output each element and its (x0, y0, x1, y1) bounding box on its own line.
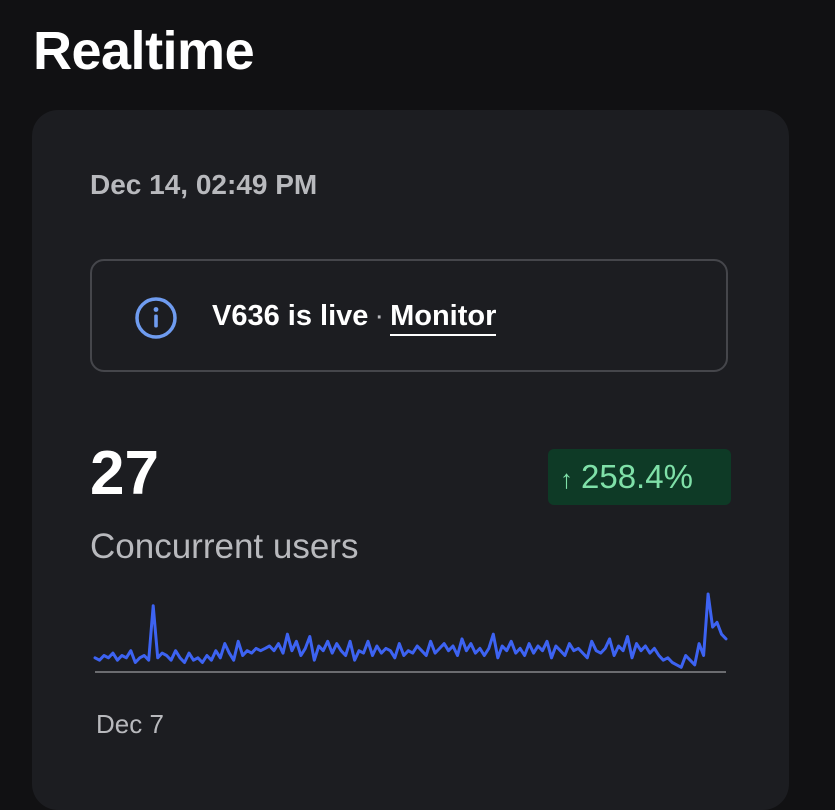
banner-separator: · (374, 300, 385, 332)
arrow-up-icon: ↑ (560, 464, 573, 494)
metric-label: Concurrent users (90, 527, 359, 566)
sparkline-series-line (93, 592, 728, 669)
banner-text: V636 is live (212, 300, 369, 332)
change-percent: 258.4% (581, 458, 693, 495)
info-icon (135, 297, 177, 339)
change-badge: ↑ 258.4% (548, 449, 731, 505)
realtime-card: Dec 14, 02:49 PM V636 is live · Monitor 27… (32, 110, 789, 810)
sparkline-chart (93, 592, 728, 673)
live-release-banner: V636 is live · Monitor (90, 259, 728, 372)
monitor-link[interactable]: Monitor (390, 300, 497, 336)
banner-message: V636 is live · Monitor (212, 297, 497, 336)
page-title: Realtime (33, 21, 255, 81)
concurrent-users-value: 27 (90, 439, 159, 508)
timestamp: Dec 14, 02:49 PM (90, 169, 318, 200)
x-axis-start-label: Dec 7 (96, 709, 164, 739)
